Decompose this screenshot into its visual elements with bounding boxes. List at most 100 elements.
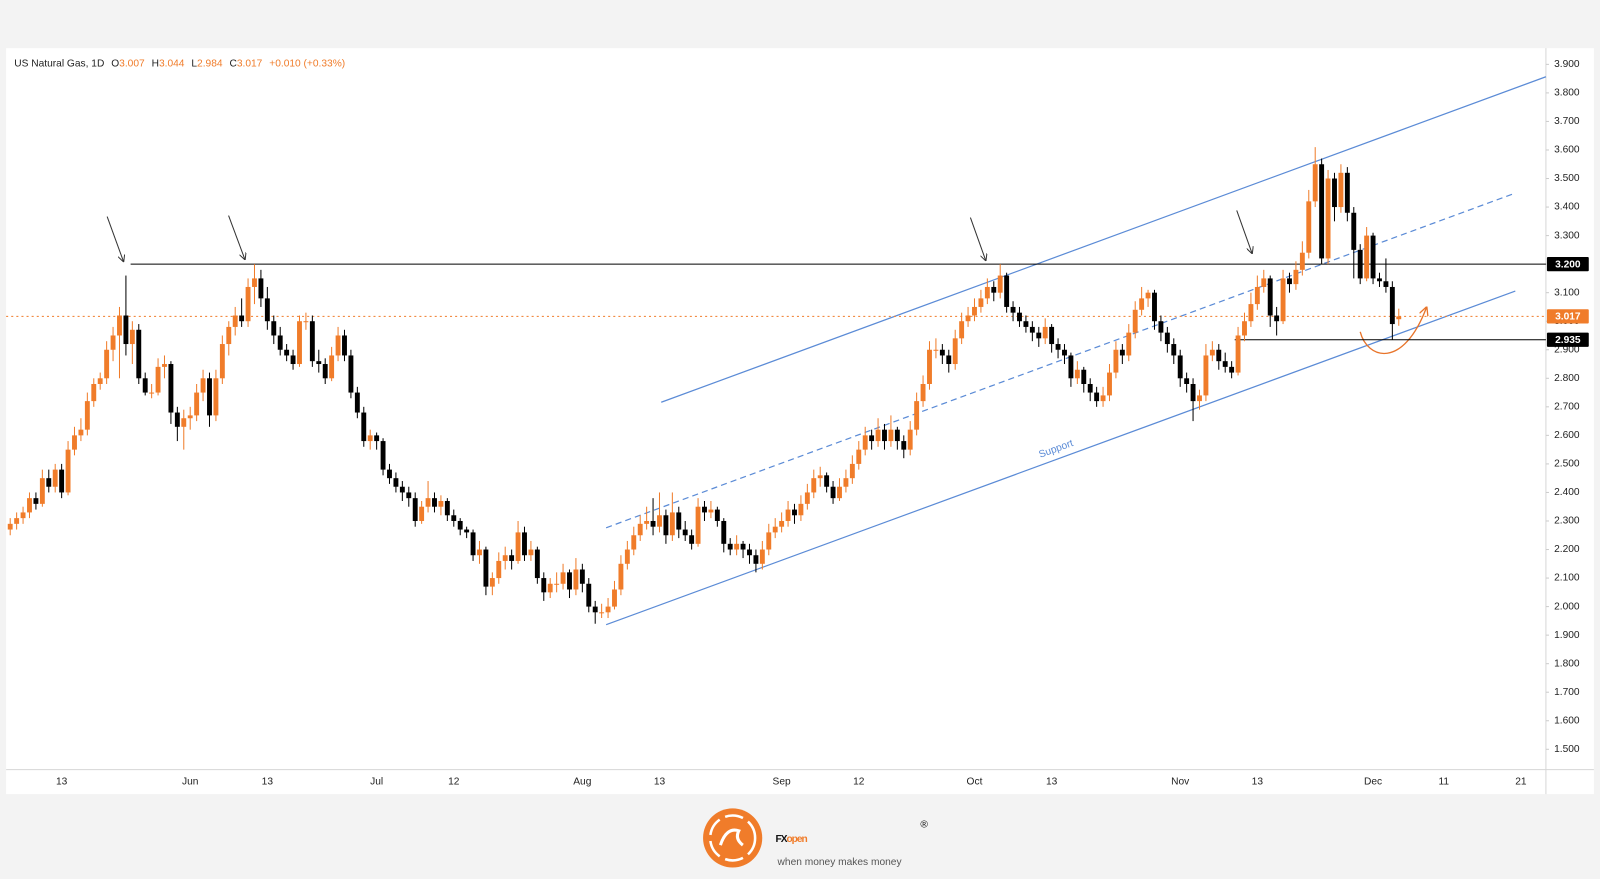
brand-fx: FX <box>776 834 788 845</box>
candle-body <box>753 555 759 564</box>
x-tick-label: Dec <box>1364 777 1382 788</box>
candle-body <box>907 429 913 450</box>
candle-body <box>766 532 772 550</box>
candle-body <box>303 321 309 323</box>
candle-body <box>605 606 611 613</box>
candle-body <box>239 315 245 322</box>
candle-body <box>804 492 810 504</box>
candle-body <box>759 549 765 564</box>
candle-body <box>162 364 167 367</box>
candle-body <box>515 532 521 561</box>
candle-body <box>110 335 116 350</box>
candle-body <box>142 378 148 393</box>
candle-body <box>1139 298 1145 310</box>
candle-body <box>824 475 830 487</box>
price-label-box <box>1546 309 1589 324</box>
candle-body <box>1074 369 1080 379</box>
candle-body <box>554 583 560 585</box>
y-tick-label: 3.600 <box>1554 145 1580 156</box>
candle-body <box>1062 349 1067 356</box>
candle-body <box>1383 281 1389 287</box>
candle-body <box>1145 292 1151 299</box>
candle-body <box>1338 172 1344 208</box>
candle-body <box>522 532 527 556</box>
candle-body <box>14 518 20 524</box>
candle-body <box>1209 349 1215 356</box>
channel-upper <box>661 76 1547 403</box>
candle-body <box>702 506 707 513</box>
candle-body <box>560 572 566 584</box>
y-tick-label: 2.700 <box>1554 402 1580 413</box>
candle-body <box>811 478 817 493</box>
legend-change: +0.010 (+0.33%) <box>269 58 345 69</box>
candle-body <box>374 435 380 442</box>
candle-body <box>348 355 354 393</box>
candle-body <box>734 543 740 550</box>
y-tick-label: 3.400 <box>1554 202 1580 213</box>
candle-body <box>1184 378 1190 384</box>
candle-body <box>194 392 200 416</box>
x-tick-label: Oct <box>967 777 983 788</box>
candle-body <box>464 529 470 533</box>
candle-body <box>52 469 58 487</box>
logo-swirl <box>708 814 757 862</box>
candle-body <box>965 315 971 322</box>
candle-body <box>213 378 219 416</box>
candle-body <box>432 498 437 507</box>
candle-body <box>637 523 643 536</box>
candle-body <box>1222 361 1228 367</box>
candle-body <box>1164 332 1170 345</box>
candle-body <box>946 355 952 365</box>
candle-body <box>592 606 598 613</box>
x-tick-label: 12 <box>448 777 460 788</box>
candle-body <box>502 555 508 561</box>
candle-body <box>444 501 450 516</box>
arrow <box>228 215 245 260</box>
candle-body <box>97 378 103 384</box>
candle-body <box>271 321 277 336</box>
candle-body <box>1158 321 1164 333</box>
candle-body <box>284 349 290 356</box>
registered-mark: ® <box>920 819 928 830</box>
legend-key: H <box>152 58 159 69</box>
candle-body <box>1293 269 1299 285</box>
y-tick-label: 3.500 <box>1554 173 1580 184</box>
candle-body <box>181 418 187 427</box>
candle-body <box>297 321 302 365</box>
candle-body <box>972 306 977 316</box>
candle-body <box>682 529 688 536</box>
candle-body <box>1377 278 1382 282</box>
candle-body <box>1274 315 1280 322</box>
candle-body <box>1004 275 1010 307</box>
candle-body <box>933 349 939 351</box>
candle-body <box>984 286 990 299</box>
candle-body <box>123 315 129 345</box>
candle-body <box>168 364 174 413</box>
candle-body <box>644 520 650 524</box>
candle-body <box>997 275 1003 293</box>
y-tick-label: 1.600 <box>1554 715 1580 726</box>
y-tick-label: 1.500 <box>1554 744 1580 755</box>
candle-body <box>399 486 405 493</box>
candle-body <box>991 286 997 293</box>
candle-body <box>457 520 463 530</box>
candle-body <box>65 449 71 493</box>
candle-body <box>1364 235 1370 279</box>
candle-body <box>46 478 52 487</box>
candle-body <box>1087 383 1093 393</box>
candle-body <box>708 509 714 513</box>
candle-body <box>1036 332 1042 339</box>
candle-body <box>1267 278 1273 316</box>
logo-circle <box>703 808 763 868</box>
candle-body <box>367 435 373 442</box>
candle-body <box>406 492 412 499</box>
candle-body <box>856 449 862 464</box>
x-tick-label: Nov <box>1171 777 1190 788</box>
candle-body <box>624 549 630 564</box>
candle-body <box>541 578 547 593</box>
candle-body <box>1126 332 1132 356</box>
candle-body <box>1235 335 1241 373</box>
candle-body <box>264 298 270 322</box>
candle-body <box>322 364 328 379</box>
